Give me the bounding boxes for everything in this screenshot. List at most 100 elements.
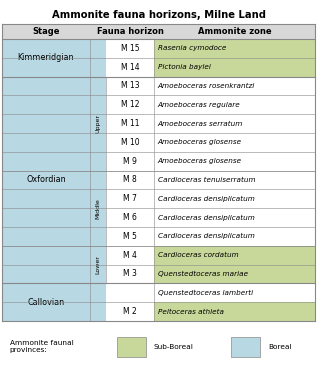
Text: Ammonite zone: Ammonite zone — [198, 27, 271, 36]
Text: Amoeboceras glosense: Amoeboceras glosense — [158, 139, 242, 145]
Bar — [106, 133, 154, 152]
Bar — [154, 95, 315, 114]
Bar — [90, 76, 106, 95]
Bar — [154, 302, 315, 321]
Bar — [2, 152, 90, 171]
Bar — [117, 337, 146, 357]
Bar — [106, 302, 154, 321]
Text: M 9: M 9 — [123, 157, 137, 165]
Text: Rasenia cymodoce: Rasenia cymodoce — [158, 45, 226, 51]
Text: Peltoceras athleta: Peltoceras athleta — [158, 309, 223, 315]
Bar — [154, 189, 315, 208]
Bar — [2, 133, 90, 152]
Bar — [154, 39, 315, 58]
Bar — [154, 171, 315, 189]
Bar — [90, 189, 106, 208]
Text: Oxfordian: Oxfordian — [26, 175, 66, 184]
Text: M 6: M 6 — [123, 213, 137, 222]
Text: M 14: M 14 — [121, 63, 139, 72]
Bar — [2, 39, 90, 58]
Bar — [154, 246, 315, 265]
Bar — [2, 246, 90, 265]
Text: M 2: M 2 — [123, 307, 137, 316]
Text: Ammonite faunal
provinces:: Ammonite faunal provinces: — [10, 340, 73, 354]
Bar — [106, 189, 154, 208]
Text: Fauna horizon: Fauna horizon — [97, 27, 163, 36]
Bar — [90, 302, 106, 321]
Bar — [90, 114, 106, 133]
Text: Upper: Upper — [96, 114, 101, 133]
Text: M 11: M 11 — [121, 119, 139, 128]
Bar — [2, 227, 90, 246]
Text: M 13: M 13 — [121, 82, 139, 91]
Bar — [2, 58, 90, 76]
Text: Middle: Middle — [96, 198, 101, 219]
Bar — [2, 189, 90, 208]
Bar — [106, 265, 154, 283]
Bar — [2, 24, 154, 39]
Bar — [90, 171, 106, 189]
Bar — [90, 95, 106, 114]
Text: Pictonia baylei: Pictonia baylei — [158, 64, 210, 70]
Text: Quenstedtoceras mariae: Quenstedtoceras mariae — [158, 271, 248, 277]
Text: Amoeboceras rosenkrantzi: Amoeboceras rosenkrantzi — [158, 83, 255, 89]
Bar — [90, 246, 106, 265]
Bar — [2, 283, 90, 302]
Text: M 7: M 7 — [123, 194, 137, 203]
Bar — [106, 152, 154, 171]
Bar — [2, 76, 90, 95]
Bar — [90, 227, 106, 246]
Bar — [106, 114, 154, 133]
Text: Cardioceras densiplicatum: Cardioceras densiplicatum — [158, 214, 255, 221]
Text: Boreal: Boreal — [268, 344, 292, 350]
Text: Cardioceras tenuiserratum: Cardioceras tenuiserratum — [158, 177, 255, 183]
Text: M 4: M 4 — [123, 251, 137, 260]
Bar — [154, 227, 315, 246]
Text: M 12: M 12 — [121, 100, 139, 109]
Text: M 3: M 3 — [123, 269, 137, 278]
Text: Stage: Stage — [32, 27, 60, 36]
Text: Kimmeridgian: Kimmeridgian — [18, 53, 74, 62]
Bar — [154, 283, 315, 302]
Bar — [106, 58, 154, 76]
Text: Callovian: Callovian — [27, 298, 65, 306]
Text: Quenstedtoceras lamberti: Quenstedtoceras lamberti — [158, 290, 253, 296]
Bar — [90, 133, 106, 152]
Text: Amoeboceras glosense: Amoeboceras glosense — [158, 158, 242, 164]
Text: M 10: M 10 — [121, 138, 139, 147]
Bar — [106, 171, 154, 189]
Text: Cardioceras cordatum: Cardioceras cordatum — [158, 252, 238, 258]
Text: Amoeboceras regulare: Amoeboceras regulare — [158, 102, 240, 108]
Bar — [231, 337, 260, 357]
Bar — [154, 76, 315, 95]
Bar — [106, 208, 154, 227]
Bar — [154, 265, 315, 283]
Text: Lower: Lower — [96, 255, 101, 274]
Bar — [90, 152, 106, 171]
Text: Cardioceras densiplicatum: Cardioceras densiplicatum — [158, 196, 255, 202]
Bar — [2, 114, 90, 133]
Text: Sub-Boreal: Sub-Boreal — [154, 344, 194, 350]
Bar — [90, 208, 106, 227]
Bar — [106, 246, 154, 265]
Text: Ammonite fauna horizons, Milne Land: Ammonite fauna horizons, Milne Land — [51, 10, 266, 20]
Text: M 8: M 8 — [123, 175, 137, 184]
Text: M 15: M 15 — [121, 44, 139, 53]
Bar — [154, 58, 315, 76]
Text: Amoeboceras serratum: Amoeboceras serratum — [158, 121, 243, 127]
Bar — [2, 171, 90, 189]
Bar — [2, 265, 90, 283]
Bar — [90, 39, 106, 58]
Bar — [154, 24, 315, 39]
Bar — [154, 133, 315, 152]
Bar — [154, 152, 315, 171]
Bar — [154, 208, 315, 227]
Bar — [2, 302, 90, 321]
Bar — [2, 95, 90, 114]
Text: Cardioceras densiplicatum: Cardioceras densiplicatum — [158, 233, 255, 239]
Text: M 5: M 5 — [123, 232, 137, 241]
Bar — [90, 265, 106, 283]
Bar — [106, 95, 154, 114]
Bar — [2, 208, 90, 227]
Bar — [106, 283, 154, 302]
